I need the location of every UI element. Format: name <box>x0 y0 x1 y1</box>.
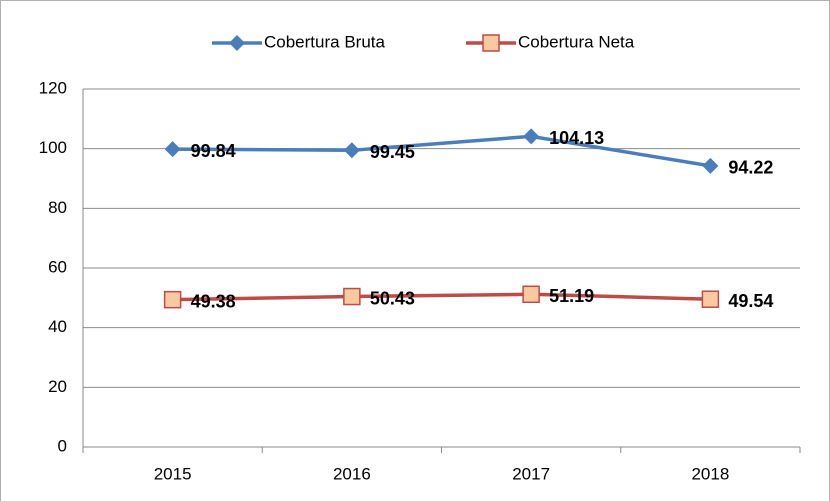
legend-marker <box>229 35 245 51</box>
data-point <box>163 290 182 309</box>
data-label: 94.22 <box>728 158 773 178</box>
data-point <box>702 157 719 174</box>
data-label: 50.43 <box>370 288 415 308</box>
data-point <box>343 287 361 306</box>
y-tick-label: 60 <box>48 257 67 276</box>
x-tick-label: 2015 <box>154 464 192 483</box>
legend-label: Cobertura Neta <box>518 32 635 51</box>
data-point <box>522 285 540 304</box>
x-tick-label: 2016 <box>333 464 371 483</box>
series-line <box>172 134 711 168</box>
y-tick-label: 80 <box>48 198 67 217</box>
legend-marker <box>482 34 500 52</box>
y-tick-label: 0 <box>58 436 67 455</box>
data-label: 49.38 <box>191 291 236 311</box>
y-tick-label: 100 <box>39 138 67 157</box>
x-tick-label: 2018 <box>691 464 729 483</box>
data-point <box>343 142 360 159</box>
x-tick-label: 2017 <box>512 464 550 483</box>
data-point <box>164 141 181 158</box>
data-label: 104.13 <box>549 128 604 148</box>
data-label: 99.45 <box>370 142 415 162</box>
y-tick-label: 40 <box>48 317 67 336</box>
y-tick-label: 120 <box>39 78 67 97</box>
series-line <box>172 292 711 302</box>
data-label: 49.54 <box>728 291 773 311</box>
data-point <box>523 128 540 145</box>
data-point <box>701 290 720 308</box>
data-label: 51.19 <box>549 286 594 306</box>
legend-label: Cobertura Bruta <box>264 32 385 51</box>
data-label: 99.84 <box>191 141 236 161</box>
y-tick-label: 20 <box>48 377 67 396</box>
